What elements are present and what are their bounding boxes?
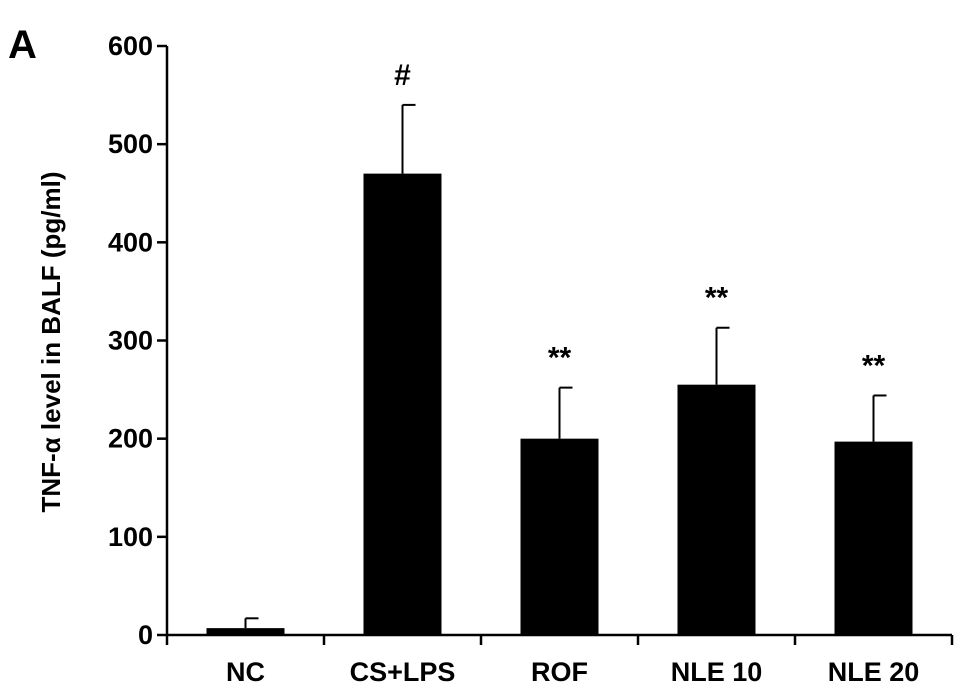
error-bars [244,103,887,629]
significance-marker: ** [862,349,886,382]
x-tick-label: ROF [531,657,588,687]
significance-marker: # [394,59,411,92]
x-tick-labels: NC CS+LPS ROF NLE 10 NLE 20 [226,657,919,687]
x-tick-label: NC [226,657,265,687]
y-tick-label: 100 [108,522,153,552]
y-tick-labels: 0 100 200 300 400 500 600 [108,31,153,650]
x-tick-label: CS+LPS [350,657,456,687]
x-tick-label: NLE 20 [828,657,920,687]
bar-nle-20 [834,441,913,635]
y-tick-label: 200 [108,424,153,454]
bar-cs-lps [363,173,442,635]
y-tick-label: 0 [138,620,153,650]
bars [206,173,913,635]
significance-marker: ** [548,342,572,375]
y-tick-label: 400 [108,227,153,257]
significance-marker: ** [705,282,729,315]
axes [157,44,954,645]
y-tick-label: 300 [108,326,153,356]
y-axis-title: TNF-α level in BALF (pg/ml) [36,172,66,513]
bar-nc [206,628,285,635]
bar-rof [520,438,599,635]
panel-label: A [8,23,37,67]
bar-nle-10 [677,384,756,635]
x-tick-label: NLE 10 [671,657,763,687]
annotations: # ** ** ** [394,59,885,383]
y-tick-label: 600 [108,31,153,61]
y-tick-label: 500 [108,129,153,159]
